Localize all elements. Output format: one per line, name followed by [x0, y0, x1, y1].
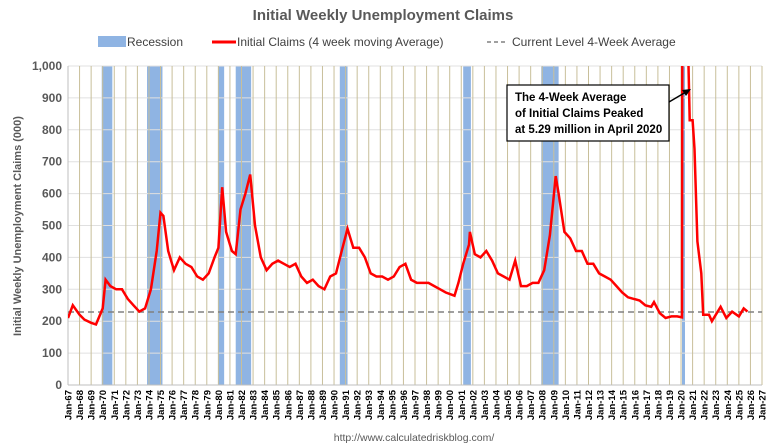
legend-claims-label: Initial Claims (4 week moving Average) [237, 35, 444, 49]
x-tick-label: Jan-87 [295, 390, 306, 420]
x-tick-label: Jan-92 [353, 390, 364, 420]
x-tick-label: Jan-14 [607, 389, 618, 420]
x-tick-label: Jan-27 [758, 390, 768, 420]
annotation-line-3: at 5.29 million in April 2020 [515, 124, 662, 136]
x-tick-label: Jan-91 [341, 389, 352, 420]
x-tick-label: Jan-08 [538, 390, 549, 420]
chart-title: Initial Weekly Unemployment Claims [253, 7, 514, 24]
y-tick-label: 900 [42, 91, 62, 105]
y-tick-label: 800 [42, 123, 62, 137]
x-tick-label: Jan-68 [75, 390, 86, 420]
annotation-line-1: The 4-Week Average [515, 92, 626, 104]
y-tick-label: 0 [55, 378, 62, 392]
x-tick-label: Jan-25 [734, 389, 745, 420]
x-tick-label: Jan-11 [572, 389, 583, 419]
x-tick-label: Jan-81 [225, 389, 236, 420]
x-tick-label: Jan-26 [746, 390, 757, 420]
annotation-arrow [668, 91, 687, 103]
x-tick-label: Jan-79 [202, 390, 213, 420]
y-axis-title: Initial Weekly Unemployment Claims (000) [12, 116, 24, 336]
annotation-box [506, 84, 670, 142]
x-tick-label: Jan-95 [387, 389, 398, 420]
x-tick-label: Jan-72 [121, 390, 132, 420]
annotation: The 4-Week Average of Initial Claims Pea… [506, 84, 691, 142]
x-tick-label: Jan-24 [723, 389, 734, 420]
x-tick-label: Jan-03 [480, 390, 491, 420]
x-tick-label: Jan-78 [191, 390, 202, 420]
x-tick-label: Jan-06 [515, 390, 526, 420]
y-tick-label: 700 [42, 155, 62, 169]
x-tick-label: Jan-21 [688, 389, 699, 420]
x-tick-label: Jan-73 [133, 390, 144, 420]
x-tick-label: Jan-74 [144, 389, 155, 420]
x-tick-label: Jan-00 [445, 390, 456, 420]
x-tick-label: Jan-96 [399, 390, 410, 420]
y-tick-label: 300 [42, 282, 62, 296]
legend-recession-swatch [98, 36, 126, 47]
x-tick-label: Jan-98 [422, 390, 433, 420]
x-tick-label: Jan-20 [677, 390, 688, 420]
y-tick-label: 1,000 [32, 59, 62, 73]
y-tick-label: 100 [42, 346, 62, 360]
x-tick-label: Jan-84 [260, 389, 271, 420]
annotation-line-2: of Initial Claims Peaked [515, 108, 643, 120]
x-tick-label: Jan-12 [584, 390, 595, 420]
x-tick-label: Jan-80 [214, 390, 225, 420]
x-tick-label: Jan-07 [526, 390, 537, 420]
x-tick-label: Jan-94 [376, 389, 387, 420]
legend-current-label: Current Level 4-Week Average [512, 35, 676, 49]
claims-series-line [68, 66, 749, 326]
x-tick-label: Jan-76 [168, 390, 179, 420]
source-url: http://www.calculatedriskblog.com/ [334, 432, 495, 444]
x-tick-label: Jan-67 [64, 390, 75, 420]
x-tick-label: Jan-75 [156, 389, 167, 420]
x-tick-label: Jan-86 [283, 390, 294, 420]
x-tick-label: Jan-04 [491, 389, 502, 420]
legend-recession-label: Recession [127, 35, 183, 49]
x-tick-label: Jan-18 [653, 390, 664, 420]
x-tick-label: Jan-88 [306, 390, 317, 420]
x-tick-label: Jan-90 [330, 390, 341, 420]
x-tick-label: Jan-15 [619, 389, 630, 420]
x-tick-label: Jan-97 [411, 390, 422, 420]
y-tick-label: 600 [42, 187, 62, 201]
x-tick-label: Jan-89 [318, 390, 329, 420]
y-tick-label: 500 [42, 219, 62, 233]
x-tick-label: Jan-93 [364, 390, 375, 420]
x-tick-label: Jan-16 [630, 390, 641, 420]
x-tick-label: Jan-69 [87, 390, 98, 420]
x-tick-label: Jan-85 [272, 389, 283, 420]
x-tick-label: Jan-77 [179, 390, 190, 420]
x-tick-label: Jan-83 [249, 390, 260, 420]
y-tick-label: 400 [42, 250, 62, 264]
x-tick-label: Jan-23 [711, 390, 722, 420]
x-tick-label: Jan-99 [434, 390, 445, 420]
x-tick-label: Jan-05 [503, 389, 514, 420]
x-tick-label: Jan-17 [642, 390, 653, 420]
x-tick-label: Jan-01 [457, 389, 468, 420]
x-tick-label: Jan-70 [98, 390, 109, 420]
y-tick-label: 200 [42, 314, 62, 328]
legend: Recession Initial Claims (4 week moving … [98, 35, 676, 49]
x-tick-label: Jan-19 [665, 390, 676, 420]
x-tick-label: Jan-71 [110, 389, 121, 420]
x-tick-label: Jan-82 [237, 390, 248, 420]
x-tick-label: Jan-22 [700, 390, 711, 420]
x-tick-label: Jan-09 [549, 390, 560, 420]
x-tick-label: Jan-02 [468, 390, 479, 420]
annotation-arrowhead [682, 89, 691, 96]
x-tick-label: Jan-13 [596, 390, 607, 420]
x-tick-label: Jan-10 [561, 390, 572, 420]
